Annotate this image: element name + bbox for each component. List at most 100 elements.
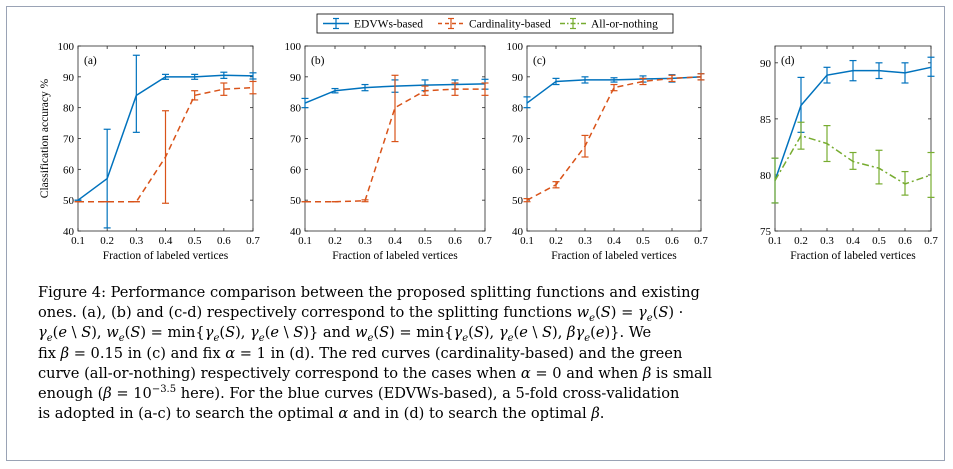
error-bar bbox=[523, 198, 531, 203]
y-tick-label: 70 bbox=[290, 134, 302, 146]
x-axis-label: Fraction of labeled vertices bbox=[103, 250, 229, 262]
error-bar bbox=[823, 66, 831, 84]
error-bar bbox=[249, 72, 257, 80]
x-tick-label: 0.6 bbox=[665, 235, 679, 247]
error-bar bbox=[132, 54, 140, 133]
x-tick-label: 0.1 bbox=[71, 235, 85, 247]
y-axis-label: Classification accuracy % bbox=[39, 78, 51, 198]
panel-label: (c) bbox=[533, 55, 546, 67]
x-axis-label: Fraction of labeled vertices bbox=[790, 250, 916, 262]
chart-panel-c: 0.1 0.2 0.3 0.4 0.5 0.6 0.7 40 50 60 70 80 90 100 Frac… bbox=[507, 41, 709, 262]
y-tick-label: 40 bbox=[290, 226, 302, 238]
y-tick-label: 40 bbox=[512, 226, 524, 238]
y-tick-label: 90 bbox=[760, 58, 772, 70]
y-tick-label: 100 bbox=[507, 41, 524, 53]
legend-item-edvws-based: EDVWs-based bbox=[323, 17, 423, 31]
x-tick-label: 0.6 bbox=[898, 235, 912, 247]
error-bar bbox=[220, 82, 228, 96]
x-tick-label: 0.2 bbox=[328, 235, 342, 247]
caption-line-5: curve (all-or-nothing) respectively corr… bbox=[38, 364, 713, 382]
legend-box bbox=[316, 13, 674, 34]
y-tick-label: 70 bbox=[63, 134, 75, 146]
error-bar bbox=[901, 62, 909, 84]
y-tick-label: 100 bbox=[285, 41, 302, 53]
error-bar bbox=[581, 76, 589, 84]
error-bar bbox=[191, 73, 199, 80]
x-tick-label: 0.4 bbox=[159, 235, 173, 247]
x-tick-label: 0.7 bbox=[246, 235, 260, 247]
x-tick-label: 0.7 bbox=[478, 235, 492, 247]
error-bar bbox=[901, 170, 909, 196]
series-cardinality-based bbox=[301, 74, 489, 203]
y-tick-label: 60 bbox=[290, 164, 302, 176]
error-bar bbox=[391, 74, 399, 143]
y-tick-label: 60 bbox=[512, 164, 524, 176]
x-tick-label: 0.5 bbox=[872, 235, 886, 247]
x-tick-label: 0.3 bbox=[578, 235, 592, 247]
y-tick-label: 90 bbox=[512, 72, 524, 84]
series-edvws-based bbox=[74, 54, 257, 229]
y-tick-label: 40 bbox=[63, 226, 75, 238]
x-tick-label: 0.6 bbox=[217, 235, 231, 247]
error-bar bbox=[481, 82, 489, 96]
error-bar bbox=[610, 83, 618, 92]
x-tick-label: 0.7 bbox=[694, 235, 708, 247]
caption-line-3: γe(e \ S), we(S) = min{γe(S), γe(e \ S)}… bbox=[38, 324, 652, 345]
chart-panel-a: 0.1 0.2 0.3 0.4 0.5 0.6 0.7 40 50 60 70 80 90 100 Frac… bbox=[39, 41, 260, 262]
x-axis-label: Fraction of labeled vertices bbox=[551, 250, 677, 262]
x-tick-label: 0.1 bbox=[298, 235, 312, 247]
formula-min-beta: we(S) = min{γe(S), γe(e \ S), βγe(e)} bbox=[354, 324, 620, 345]
chart-panel-b: 0.1 0.2 0.3 0.4 0.5 0.6 0.7 40 50 60 70 80 90 100 Frac… bbox=[285, 41, 493, 262]
series-cardinality-based bbox=[74, 80, 257, 204]
error-bar bbox=[697, 73, 705, 81]
error-bar bbox=[301, 97, 309, 109]
series-cardinality-based bbox=[523, 73, 705, 203]
y-tick-label: 75 bbox=[760, 226, 772, 238]
x-tick-label: 0.3 bbox=[129, 235, 143, 247]
caption-line-7: is adopted in (a-c) to search the optima… bbox=[38, 405, 605, 423]
x-tick-label: 0.4 bbox=[607, 235, 621, 247]
caption-line-4: fix β = 0.15 in (c) and fix α = 1 in (d)… bbox=[38, 344, 683, 362]
caption-line-1: Figure 4: Performance comparison between… bbox=[38, 284, 700, 301]
panel-label: (d) bbox=[781, 55, 795, 67]
y-tick-label: 60 bbox=[63, 164, 75, 176]
error-bar bbox=[162, 110, 169, 204]
error-bar bbox=[451, 82, 459, 96]
error-bar bbox=[331, 87, 339, 94]
x-tick-label: 0.1 bbox=[768, 235, 782, 247]
chart-panel-d: 0.1 0.2 0.3 0.4 0.5 0.6 0.7 75 80 85 90 Fraction of… bbox=[760, 45, 938, 262]
x-tick-label: 0.6 bbox=[448, 235, 462, 247]
error-bar bbox=[927, 56, 935, 77]
error-bar bbox=[797, 121, 805, 150]
error-bar bbox=[361, 83, 369, 92]
legend-label: EDVWs-based bbox=[354, 19, 423, 31]
y-tick-label: 80 bbox=[760, 170, 772, 182]
legend-item-all-or-nothing: All-or-nothing bbox=[560, 17, 658, 31]
y-tick-label: 100 bbox=[58, 41, 75, 53]
plot-area bbox=[526, 45, 702, 232]
panel-label: (a) bbox=[84, 55, 97, 67]
figure-4-charts: EDVWs-based Cardinality-based All-or-nothi… bbox=[39, 13, 938, 262]
error-bar bbox=[771, 157, 779, 204]
error-bar bbox=[552, 77, 560, 86]
y-tick-label: 50 bbox=[512, 195, 524, 207]
error-bar bbox=[581, 134, 589, 158]
x-tick-label: 0.4 bbox=[846, 235, 860, 247]
error-bar bbox=[875, 149, 883, 185]
error-bar bbox=[103, 128, 111, 229]
error-bar bbox=[361, 199, 369, 203]
x-tick-label: 0.4 bbox=[388, 235, 402, 247]
y-tick-label: 50 bbox=[63, 195, 75, 207]
error-bar bbox=[668, 74, 676, 83]
y-tick-label: 70 bbox=[512, 134, 524, 146]
error-bar bbox=[849, 59, 857, 82]
error-bar bbox=[191, 90, 199, 101]
x-axis-label: Fraction of labeled vertices bbox=[332, 250, 458, 262]
legend-label: Cardinality-based bbox=[469, 19, 551, 31]
y-tick-label: 85 bbox=[760, 114, 772, 126]
error-bar bbox=[421, 85, 429, 96]
series-edvws-based bbox=[771, 56, 935, 204]
legend-item-cardinality-based: Cardinality-based bbox=[438, 17, 551, 31]
y-tick-label: 80 bbox=[63, 103, 75, 115]
error-bar bbox=[162, 73, 169, 80]
